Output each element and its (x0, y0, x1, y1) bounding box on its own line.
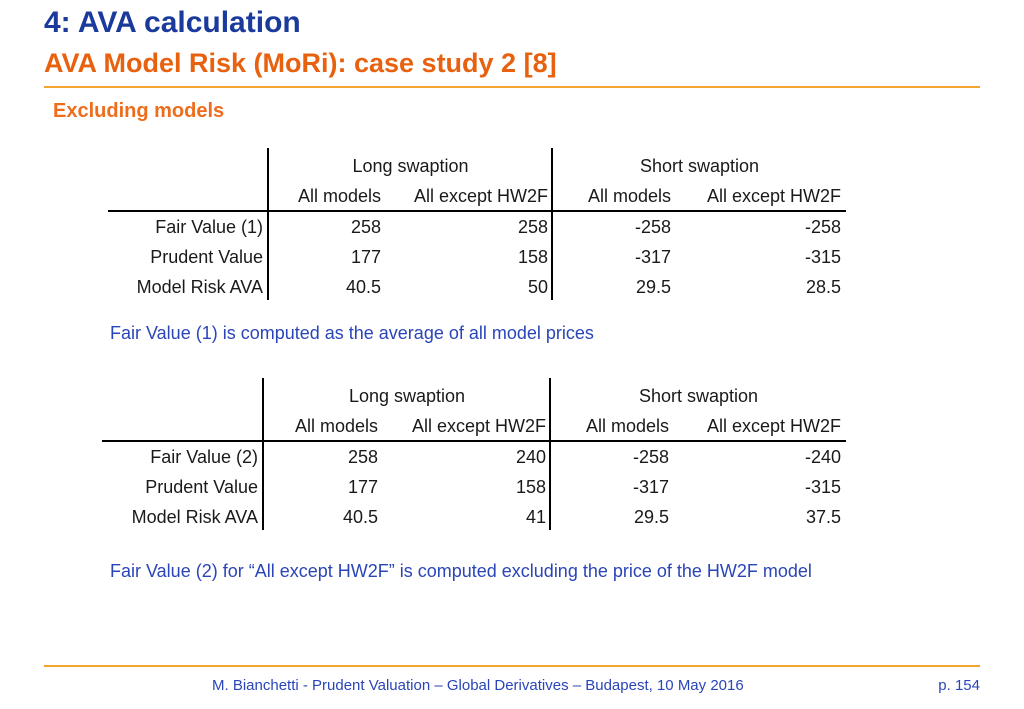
footer-text: M. Bianchetti - Prudent Valuation – Glob… (212, 677, 744, 694)
table-cell: 177 (350, 247, 381, 267)
table-cell: -258 (634, 217, 671, 237)
table-cell: 28.5 (805, 277, 841, 297)
table-1: Long swaption Short swaption All models … (0, 148, 1024, 308)
table-cell: 258 (517, 217, 548, 237)
table-cell: -258 (632, 447, 669, 467)
column-header: All models (294, 416, 378, 436)
group-header-short: Short swaption (638, 386, 759, 406)
table-cell: -315 (804, 477, 841, 497)
table-header-rule (102, 440, 846, 442)
table-cell: 158 (515, 477, 546, 497)
column-header: All except HW2F (411, 416, 546, 436)
table-cell: 50 (527, 277, 548, 297)
table-cell: -258 (804, 217, 841, 237)
table-cell: 37.5 (805, 507, 841, 527)
column-header: All models (297, 186, 381, 206)
column-header: All except HW2F (706, 416, 841, 436)
section-title: Excluding models (53, 100, 225, 122)
table-cell: 258 (347, 447, 378, 467)
footer-divider (44, 665, 980, 667)
group-header-long: Long swaption (352, 156, 469, 176)
table-cell: 41 (525, 507, 546, 527)
table-header-rule (108, 210, 846, 212)
table-divider (549, 378, 551, 530)
slide-title: 4: AVA calculation (44, 6, 301, 39)
table-cell: -315 (804, 247, 841, 267)
table-cell: -240 (804, 447, 841, 467)
group-header-short: Short swaption (639, 156, 760, 176)
group-header-long: Long swaption (348, 386, 466, 406)
table-cell: 258 (350, 217, 381, 237)
column-header: All models (587, 186, 671, 206)
row-label: Prudent Value (150, 247, 263, 267)
note-fair-value-2: Fair Value (2) for “All except HW2F” is … (110, 561, 812, 581)
row-label: Fair Value (2) (150, 447, 258, 467)
row-label: Model Risk AVA (131, 507, 258, 527)
table-cell: 177 (347, 477, 378, 497)
table-divider (267, 148, 269, 300)
column-header: All models (585, 416, 669, 436)
table-2: Long swaption Short swaption All models … (0, 378, 1024, 538)
table-cell: -317 (634, 247, 671, 267)
table-divider (551, 148, 553, 300)
note-fair-value-1: Fair Value (1) is computed as the averag… (110, 323, 594, 343)
row-label: Prudent Value (145, 477, 258, 497)
column-header: All except HW2F (413, 186, 548, 206)
table-cell: -317 (632, 477, 669, 497)
page-number: p. 154 (938, 677, 980, 694)
row-label: Model Risk AVA (136, 277, 263, 297)
table-cell: 158 (517, 247, 548, 267)
table-cell: 29.5 (633, 507, 669, 527)
table-divider (262, 378, 264, 530)
table-cell: 240 (515, 447, 546, 467)
table-cell: 40.5 (342, 507, 378, 527)
row-label: Fair Value (1) (155, 217, 263, 237)
table-cell: 29.5 (635, 277, 671, 297)
header-divider (44, 86, 980, 88)
column-header: All except HW2F (706, 186, 841, 206)
slide-subtitle: AVA Model Risk (MoRi): case study 2 [8] (44, 48, 557, 78)
table-cell: 40.5 (345, 277, 381, 297)
